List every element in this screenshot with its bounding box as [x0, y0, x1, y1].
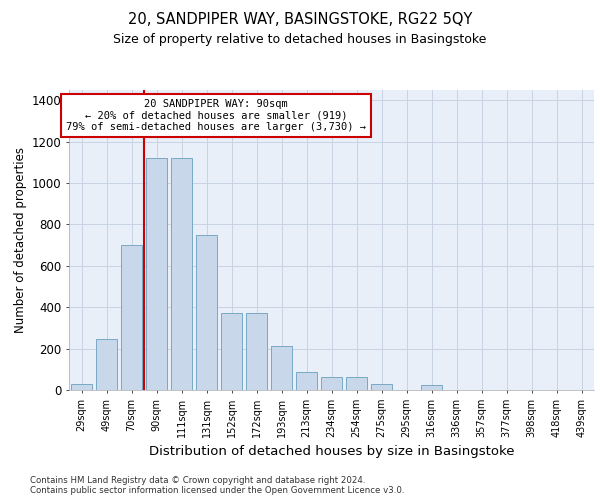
- Bar: [196, 235, 217, 390]
- Y-axis label: Number of detached properties: Number of detached properties: [14, 147, 28, 333]
- Bar: [296, 372, 317, 390]
- Bar: [346, 376, 367, 390]
- Text: Contains HM Land Registry data © Crown copyright and database right 2024.
Contai: Contains HM Land Registry data © Crown c…: [30, 476, 404, 495]
- Text: 20 SANDPIPER WAY: 90sqm
← 20% of detached houses are smaller (919)
79% of semi-d: 20 SANDPIPER WAY: 90sqm ← 20% of detache…: [66, 99, 366, 132]
- X-axis label: Distribution of detached houses by size in Basingstoke: Distribution of detached houses by size …: [149, 446, 514, 458]
- Text: 20, SANDPIPER WAY, BASINGSTOKE, RG22 5QY: 20, SANDPIPER WAY, BASINGSTOKE, RG22 5QY: [128, 12, 472, 28]
- Bar: [96, 340, 117, 390]
- Bar: [146, 158, 167, 390]
- Bar: [246, 314, 267, 390]
- Bar: [321, 376, 342, 390]
- Bar: [221, 314, 242, 390]
- Bar: [171, 158, 192, 390]
- Bar: [71, 384, 92, 390]
- Bar: [421, 386, 442, 390]
- Text: Size of property relative to detached houses in Basingstoke: Size of property relative to detached ho…: [113, 32, 487, 46]
- Bar: [271, 346, 292, 390]
- Bar: [121, 245, 142, 390]
- Bar: [371, 384, 392, 390]
